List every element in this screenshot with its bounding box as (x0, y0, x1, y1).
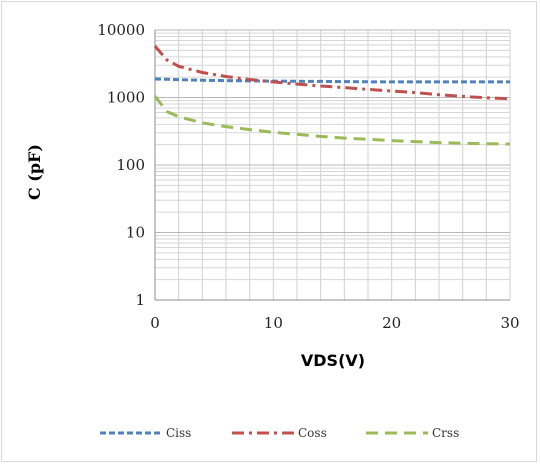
series-line-coss (153, 45, 511, 101)
x-tick-label: 0 (150, 314, 160, 332)
x-tick-label: 10 (264, 314, 283, 332)
x-tick-label: 30 (500, 314, 519, 332)
y-tick-label: 1 (135, 291, 145, 309)
series-lines (153, 45, 511, 146)
legend-label-ciss: Ciss (166, 426, 191, 440)
series-line-crss (153, 95, 511, 146)
x-tick-label: 20 (382, 314, 401, 332)
y-tick-label: 1000 (107, 89, 145, 107)
y-tick-label: 10000 (97, 21, 145, 39)
y-axis-label: C (pF) (25, 144, 44, 200)
legend-label-coss: Coss (298, 426, 327, 440)
grid (154, 29, 511, 301)
legend-label-crss: Crss (432, 426, 459, 440)
x-axis-label: VDS(V) (301, 351, 365, 370)
y-tick-label: 10 (126, 224, 145, 242)
axes (154, 30, 510, 301)
y-tick-labels: 1 10 100 1000 10000 (97, 21, 145, 309)
legend: Ciss Coss Crss (100, 426, 459, 440)
x-tick-labels: 0 10 20 30 (150, 314, 519, 332)
y-tick-label: 100 (116, 156, 145, 174)
series-line-ciss (154, 77, 510, 84)
